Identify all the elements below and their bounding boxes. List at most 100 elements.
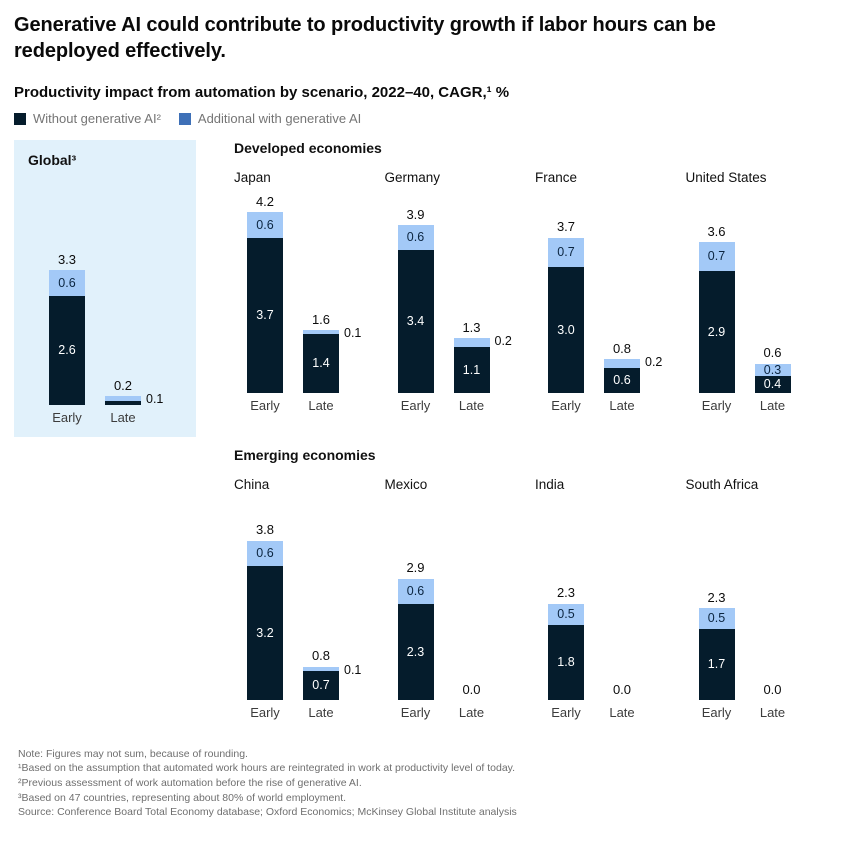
bar-total-label: 0.0 bbox=[612, 682, 632, 697]
segment-additional-genai: 0.6 bbox=[397, 225, 434, 251]
category-label: Late bbox=[609, 398, 635, 413]
bar-late: 1.6 0.1 1.4 bbox=[302, 311, 361, 393]
bar-late: 1.3 0.2 1.1 bbox=[453, 320, 512, 393]
bar-late: 0.0 bbox=[603, 682, 641, 700]
bar-total-label: 0.0 bbox=[462, 682, 481, 697]
segment-additional-genai bbox=[604, 359, 640, 368]
bar-early: 2.9 0.6 2.3 bbox=[397, 560, 435, 701]
segment-without-genai: 3.7 bbox=[247, 237, 283, 393]
segment-additional-label: 0.1 bbox=[146, 392, 164, 407]
bar-total-label: 3.3 bbox=[57, 252, 77, 268]
bars-row: 2.3 0.5 1.7 0.0 bbox=[686, 500, 837, 701]
category-label: Late bbox=[458, 398, 485, 413]
chart-panel-india: India 2.3 0.5 1.8 0.0 Early Late bbox=[535, 477, 686, 720]
segment-without-genai: 3.0 bbox=[548, 267, 584, 393]
bar-chart: 3.9 0.6 3.4 1.3 0.2 1.1 Early Late bbox=[385, 193, 536, 413]
category-label: Early bbox=[400, 705, 431, 721]
bar-late: 0.8 0.2 0.6 bbox=[603, 341, 662, 393]
segment-without-genai: 0.7 bbox=[303, 670, 339, 701]
category-labels: Early Late bbox=[234, 705, 385, 721]
legend-label-without-genai: Without generative AI² bbox=[33, 111, 161, 126]
segment-without-genai bbox=[105, 400, 141, 405]
bar-chart: 3.6 0.7 2.9 0.6 0.3 0.4 Early Late bbox=[686, 193, 837, 413]
stacked-bar: 0.6 2.3 bbox=[397, 578, 434, 701]
category-label: Early bbox=[400, 398, 431, 413]
panel-country-name: China bbox=[234, 477, 270, 493]
bars-row: 3.6 0.7 2.9 0.6 0.3 0.4 bbox=[686, 193, 837, 393]
chart-panel-south-africa: South Africa 2.3 0.5 1.7 0.0 Early Late bbox=[686, 477, 837, 720]
bar-early: 2.3 0.5 1.7 bbox=[698, 590, 736, 701]
segment-additional-label: 0.1 bbox=[344, 326, 362, 340]
bar-chart: 3.7 0.7 3.0 0.8 0.2 0.6 Early Late bbox=[535, 193, 686, 413]
category-label: Early bbox=[250, 398, 280, 413]
legend-swatch-dark-icon bbox=[14, 112, 26, 125]
segment-without-genai: 1.4 bbox=[303, 334, 339, 393]
segment-additional-genai bbox=[303, 330, 339, 335]
panel-country-name: India bbox=[535, 477, 565, 493]
bar-total-label: 1.6 bbox=[311, 311, 331, 327]
segment-additional-label: 0.2 bbox=[494, 334, 512, 349]
bar-total-label: 0.6 bbox=[763, 345, 782, 361]
chart-panel-japan: Japan 4.2 0.6 3.7 1.6 0.1 1.4 Early Late bbox=[234, 170, 385, 413]
category-labels: Early Late bbox=[535, 705, 686, 721]
bars-row: 3.7 0.7 3.0 0.8 0.2 0.6 bbox=[535, 193, 686, 393]
bars-row: 3.3 0.6 2.6 0.2 0.1 bbox=[28, 205, 182, 406]
bars-row: 3.9 0.6 3.4 1.3 0.2 1.1 bbox=[385, 193, 536, 393]
segment-additional-genai: 0.5 bbox=[698, 607, 735, 629]
bar-total-label: 0.0 bbox=[763, 682, 782, 697]
stacked-bar: 0.6 3.4 bbox=[397, 225, 434, 393]
category-label: Late bbox=[308, 398, 334, 413]
bar-total-label: 2.3 bbox=[556, 585, 576, 601]
bar-total-label: 3.8 bbox=[255, 522, 275, 538]
segment-additional-genai: 0.6 bbox=[397, 578, 434, 604]
bar-total-label: 0.2 bbox=[113, 378, 133, 394]
category-label: Early bbox=[551, 705, 581, 721]
bar-chart: 2.3 0.5 1.7 0.0 Early Late bbox=[686, 500, 837, 720]
stacked-bar: 0.3 0.4 bbox=[754, 364, 791, 393]
segment-additional-genai: 0.5 bbox=[548, 603, 584, 625]
footnote-note: Note: Figures may not sum, because of ro… bbox=[18, 747, 248, 760]
segment-without-genai: 2.6 bbox=[49, 295, 85, 405]
category-labels: Early Late bbox=[234, 398, 385, 413]
bars-row: 2.3 0.5 1.8 0.0 bbox=[535, 500, 686, 701]
category-label: Early bbox=[250, 705, 280, 721]
legend-label-additional-genai: Additional with generative AI bbox=[197, 111, 362, 126]
panel-country-name: Japan bbox=[234, 170, 271, 185]
panel-country-name: South Africa bbox=[685, 477, 759, 493]
stacked-bar: 0.1 bbox=[105, 392, 163, 406]
bar-total-label: 2.9 bbox=[406, 560, 425, 576]
bar-total-label: 0.8 bbox=[311, 648, 331, 664]
chart-panel-mexico: Mexico 2.9 0.6 2.3 0.0 Early Late bbox=[385, 477, 536, 720]
segment-additional-label: 0.2 bbox=[645, 355, 663, 370]
chart-subtitle: Productivity impact from automation by s… bbox=[14, 84, 510, 101]
bar-total-label: 3.7 bbox=[556, 219, 576, 235]
bar-early: 3.7 0.7 3.0 bbox=[547, 220, 585, 393]
category-label: Late bbox=[308, 705, 334, 721]
panel-country-name: France bbox=[535, 170, 578, 185]
bar-total-label: 3.9 bbox=[406, 206, 425, 222]
segment-without-genai: 0.4 bbox=[754, 376, 791, 393]
group-header: Emerging economies bbox=[234, 447, 376, 464]
bar-late: 0.6 0.3 0.4 bbox=[754, 346, 792, 393]
footnote-1: ¹Based on the assumption that automated … bbox=[18, 762, 516, 775]
bar-chart: 3.8 0.6 3.2 0.8 0.1 0.7 Early Late bbox=[234, 500, 385, 720]
category-label: Early bbox=[52, 409, 82, 425]
bar-total-label: 4.2 bbox=[255, 194, 275, 210]
legend-item-without-genai: Without generative AI² bbox=[14, 111, 161, 126]
category-labels: Early Late bbox=[385, 705, 536, 721]
stacked-bar: 0.5 1.7 bbox=[698, 607, 735, 701]
segment-without-genai: 2.9 bbox=[698, 271, 735, 393]
footnotes: Note: Figures may not sum, because of ro… bbox=[14, 747, 836, 820]
footnote-2: ²Previous assessment of work automation … bbox=[18, 776, 362, 789]
category-labels: Early Late bbox=[385, 398, 536, 413]
chart-panel-germany: Germany 3.9 0.6 3.4 1.3 0.2 1.1 Early Late bbox=[385, 170, 536, 413]
segment-additional-genai bbox=[303, 666, 339, 671]
chart-panel-france: France 3.7 0.7 3.0 0.8 0.2 0.6 Early Late bbox=[535, 170, 686, 413]
segment-additional-genai bbox=[105, 396, 141, 401]
footnote-source: Source: Conference Board Total Economy d… bbox=[18, 806, 517, 819]
category-labels: Early Late bbox=[28, 409, 182, 425]
economy-groups: Developed economies Japan 4.2 0.6 3.7 1.6 0.1 1… bbox=[234, 140, 836, 721]
stacked-bar: 0.6 2.6 bbox=[49, 270, 85, 405]
segment-additional-genai: 0.6 bbox=[247, 212, 283, 238]
